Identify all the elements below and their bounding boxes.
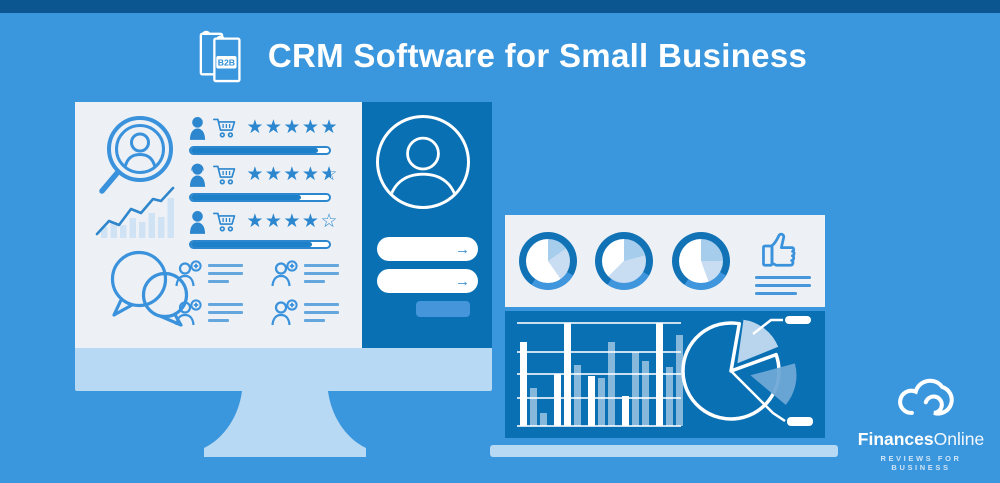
bar-chart [517,321,683,427]
donut-chart [672,232,730,290]
star-rating: ★★★★☆ ★ [246,163,339,185]
bar [642,361,649,426]
brand-name: FinancesOnline [856,429,986,450]
cart-icon [213,212,236,232]
review-row: ★★★★☆ [189,208,339,255]
b2b-badge-label: B2B [218,58,235,68]
top-accent-bar [0,0,1000,13]
user-icon [189,210,206,234]
crm-monitor: ★★★★★ ★★★★☆ ★ [75,102,492,457]
header: B2B CRM Software for Small Business [0,16,1000,96]
finances-online-logo: FinancesOnline REVIEWS FOR BUSINESS [856,371,986,472]
review-row: ★★★★★ [189,114,339,161]
pie-chart [681,316,813,426]
rating-progress-fill [191,195,302,200]
bar [666,367,673,426]
crm-left-panel: ★★★★★ ★★★★☆ ★ [75,102,362,348]
crm-login-panel: → → [362,102,492,348]
star-rating: ★★★★☆ [246,210,339,232]
dashboard-base [490,445,838,457]
donut-chart [595,232,653,290]
bar [632,352,639,426]
bar [622,396,629,426]
review-row: ★★★★☆ ★ [189,161,339,208]
monitor-bezel [75,348,492,391]
dashboard-top-panel [505,215,825,307]
star-rating: ★★★★★ [246,116,339,138]
bar [676,335,683,426]
add-contact-icon [271,299,298,326]
rating-progress-fill [191,148,318,153]
submit-button[interactable] [416,301,470,317]
bar [598,378,605,426]
login-field-2[interactable]: → [377,269,478,293]
bar [656,323,663,426]
avatar [376,115,470,209]
bar [588,376,595,426]
contact-text-lines [208,260,243,288]
chat-bubbles-icon [110,250,189,327]
growth-chart-icon [95,186,175,238]
contact-card [271,299,365,327]
add-contact-icon [175,260,202,287]
contact-card [175,299,269,327]
contact-card [175,260,269,288]
user-search-icon [99,116,173,194]
donut-chart [519,232,577,290]
rating-progress-track [189,240,331,249]
contact-card [271,260,365,288]
dashboard-bottom-panel [505,311,825,438]
crm-screen: ★★★★★ ★★★★☆ ★ [75,102,492,348]
rating-progress-fill [191,242,313,247]
rating-progress-track [189,146,331,155]
b2b-books-icon: B2B [199,30,241,83]
bar [530,388,537,426]
bar [608,342,615,426]
cloud-icon [898,378,954,416]
bar [554,374,561,426]
brand-regular: Online [933,429,985,449]
pie-callout-label-top [785,316,811,324]
thumbs-up-icon [762,232,796,267]
arrow-right-icon: → [455,272,470,290]
add-contact-icon [175,299,202,326]
review-list: ★★★★★ ★★★★☆ ★ [189,114,339,255]
dashboard-screen [505,215,825,438]
cart-icon [213,165,236,185]
user-icon [189,116,206,140]
page-title: CRM Software for Small Business [267,37,808,74]
bar [540,413,547,426]
thumb-text-lines [755,276,811,300]
brand-tagline: REVIEWS FOR BUSINESS [880,454,962,472]
add-contact-icon [271,260,298,287]
monitor-stand [204,391,366,457]
cart-icon [213,118,236,138]
user-icon [189,163,206,187]
contact-text-lines [304,260,339,288]
contact-list [175,260,365,327]
pie-callout-label-bottom [787,417,813,426]
bar [574,365,581,426]
login-field-1[interactable]: → [377,237,478,261]
brand-bold: Finances [857,429,934,449]
arrow-right-icon: → [455,240,470,258]
contact-text-lines [208,299,243,327]
bar [520,342,527,426]
contact-text-lines [304,299,339,327]
bar [564,323,571,426]
rating-progress-track [189,193,331,202]
